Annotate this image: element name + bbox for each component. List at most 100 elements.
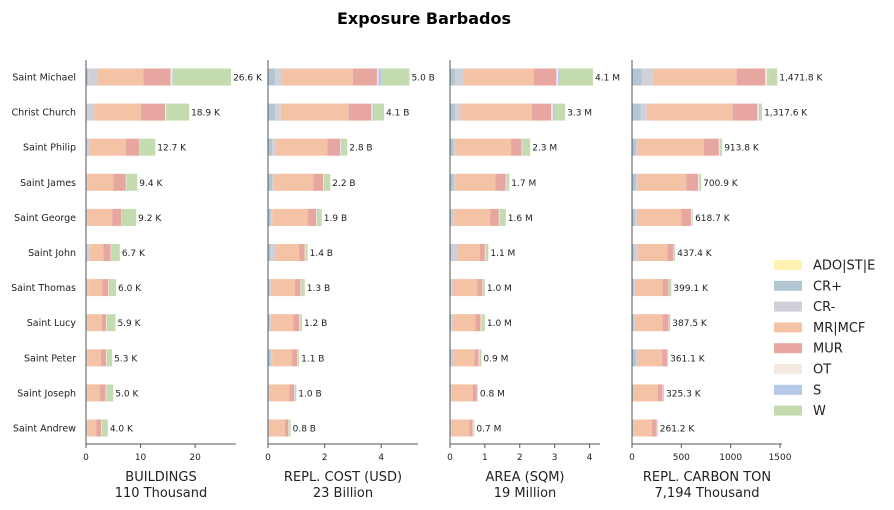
bar-segment [479, 349, 482, 367]
bar-segment [110, 244, 112, 261]
bar-segment [450, 279, 452, 297]
bar-segment [732, 103, 758, 121]
bar-segment [450, 103, 456, 121]
bar-segment [662, 279, 669, 297]
bar-segment [475, 314, 481, 332]
bar-segment [299, 314, 302, 332]
bar-segment [94, 103, 142, 121]
bar-segment [89, 138, 126, 156]
panel: 5.0 B 4.1 B 2.8 B 2.2 B 1.9 B 1.4 B 1.3 B 1.2 B… [265, 60, 435, 501]
bar-segment [86, 244, 90, 261]
tick-label: 0 [447, 453, 453, 463]
bar-segment [453, 208, 491, 226]
bar-segment [767, 68, 769, 86]
bar-segment [463, 68, 534, 86]
total-label: 5.0 B [412, 74, 435, 84]
bar-segment [86, 208, 88, 226]
bar-segment [652, 68, 737, 86]
region-label: Christ Church [11, 108, 76, 119]
total-label: 1.7 M [511, 179, 536, 189]
total-label: 0.7 M [476, 425, 501, 435]
bar-segment [108, 279, 116, 297]
bar-segment [86, 349, 88, 367]
bar-segment [662, 314, 669, 332]
tick-label: 1000 [719, 453, 742, 463]
bar-segment [294, 384, 297, 402]
bar-segment [636, 208, 682, 226]
bar-segment [89, 244, 104, 261]
bar-segment [559, 68, 594, 86]
total-label: 1.3 B [307, 284, 330, 294]
bar-segment [289, 419, 291, 437]
bar-segment [698, 173, 700, 191]
bar-segment [101, 419, 102, 437]
bar-segment [268, 314, 270, 332]
bar-segment [452, 279, 478, 297]
bar-segment [451, 208, 454, 226]
bar-segment [352, 68, 377, 86]
region-label: Saint Andrew [13, 424, 76, 435]
bar-segment [294, 384, 295, 402]
bar-segment [297, 349, 298, 367]
bar-segment [299, 314, 300, 332]
legend-label: CR- [813, 300, 836, 315]
bar-segment [374, 103, 385, 121]
bar-segment [478, 349, 480, 367]
bar-segment [378, 68, 382, 86]
bar-segment [453, 349, 475, 367]
bar-segment [270, 349, 273, 367]
bar-segment [268, 244, 271, 261]
bar-segment [139, 138, 140, 156]
region-label: Saint Michael [12, 73, 76, 84]
region-labels: Saint Michael Christ Church Saint Philip Sa… [11, 73, 76, 435]
bar-segment [166, 103, 190, 121]
bar-segment [522, 138, 531, 156]
total-label: 700.9 K [703, 179, 739, 189]
tick-label: 20 [189, 453, 201, 463]
total-label: 618.7 K [695, 214, 731, 224]
legend-label: CR+ [813, 279, 842, 294]
bar-segment [87, 384, 100, 402]
x-axis-label: AREA (SQM) [485, 470, 564, 485]
x-axis-sublabel: 19 Million [494, 486, 557, 501]
bar-segment [268, 349, 271, 367]
total-label: 4.1 B [386, 109, 409, 119]
bar-segment [304, 244, 306, 261]
bar-segment [450, 419, 452, 437]
region-label: Saint Peter [24, 353, 76, 364]
bar-segment [633, 419, 652, 437]
bar-segment [699, 173, 702, 191]
bar-segment [634, 208, 637, 226]
bar-segment [531, 103, 552, 121]
region-label: Saint Joseph [17, 388, 76, 399]
bar-segment [455, 103, 461, 121]
bar-segment [105, 384, 107, 402]
bar-segment [106, 349, 113, 367]
bar-segment [551, 103, 553, 121]
tick-label: 2 [517, 453, 523, 463]
total-label: 325.3 K [666, 389, 702, 399]
bar-segment [101, 419, 108, 437]
tick-label: 4 [587, 453, 593, 463]
bar-segment [633, 279, 635, 297]
total-label: 1.0 M [487, 319, 512, 329]
bar-segment [268, 208, 271, 226]
total-label: 1.1 B [301, 354, 324, 364]
bar-segment [450, 349, 452, 367]
bar-segment [453, 173, 456, 191]
bar-segment [759, 103, 763, 121]
legend-label: ADO|ST|E [813, 259, 875, 274]
panel: 4.1 M 3.3 M 2.3 M 1.7 M 1.6 M 1.1 M 1.0 M 1.0 M… [447, 60, 620, 501]
bar-segment [106, 314, 107, 332]
bar-segment [450, 68, 456, 86]
bar-segment [646, 103, 733, 121]
bar-segment [473, 419, 475, 437]
bar-segment [637, 138, 705, 156]
bar-segment [634, 279, 663, 297]
tick-label: 0 [629, 453, 635, 463]
total-label: 261.2 K [660, 425, 696, 435]
bar-segment [122, 208, 137, 226]
bar-segment [637, 244, 668, 261]
bar-segment [348, 103, 372, 121]
bar-segment [268, 103, 276, 121]
